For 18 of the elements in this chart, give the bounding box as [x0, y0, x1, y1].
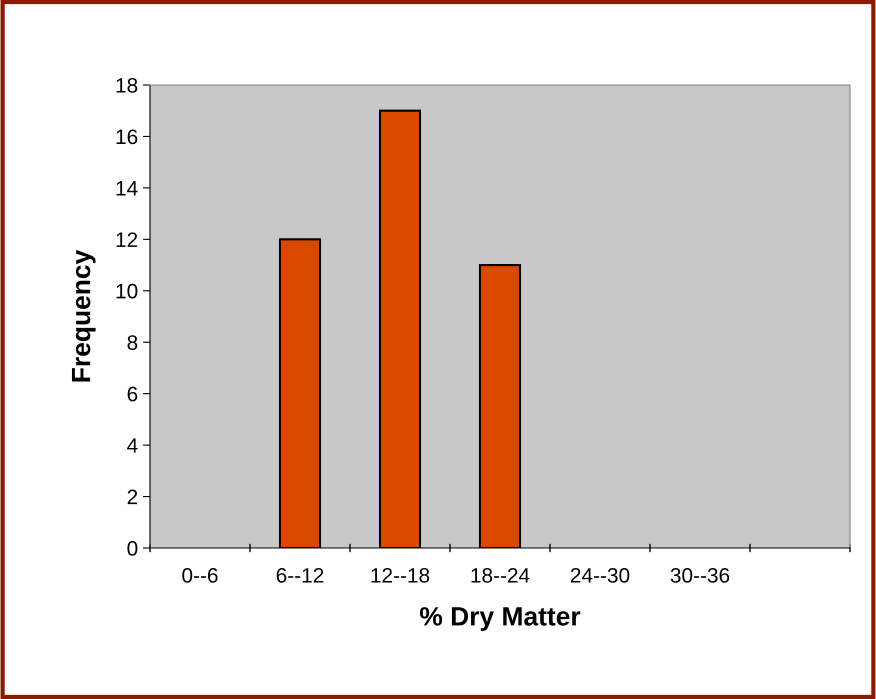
y-axis-title: Frequency	[72, 250, 96, 382]
y-tick-label: 6	[128, 386, 138, 402]
x-tick-label: 12--18	[371, 568, 430, 583]
y-tick-label: 14	[116, 181, 138, 196]
y-tick-label: 16	[116, 129, 138, 144]
y-tick-label: 0	[127, 541, 138, 556]
x-tick-label: 24--30	[570, 568, 630, 583]
y-tick-label: 10	[116, 284, 138, 299]
y-tick-label: 18	[116, 78, 138, 93]
x-tick-label: 30--36	[670, 568, 730, 583]
x-tick-label: 6--12	[276, 568, 324, 583]
y-tick-label: 2	[128, 490, 138, 504]
y-tick-label: 8	[128, 335, 138, 350]
y-tick-label: 4	[127, 438, 138, 453]
y-tick-label: 12	[116, 232, 138, 247]
x-axis-title: % Dry Matter	[420, 607, 580, 631]
x-tick-label: 18--24	[471, 568, 530, 583]
x-tick-label: 0--6	[182, 568, 218, 583]
